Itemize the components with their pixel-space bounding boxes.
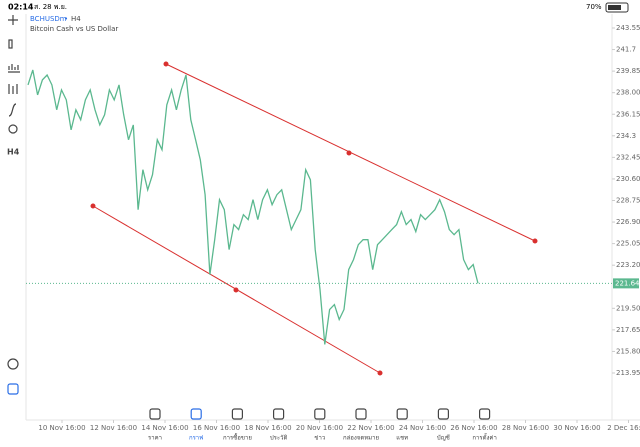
- bars-icon[interactable]: [8, 84, 18, 94]
- y-tick-label: 213.95: [616, 369, 640, 377]
- y-tick-label: 236.15: [616, 110, 640, 118]
- crosshair-icon[interactable]: [8, 15, 18, 25]
- price-line: [27, 69, 479, 345]
- chart-timeframe: H4: [71, 15, 81, 23]
- battery-text: 70%: [586, 3, 602, 11]
- toolbar-icons[interactable]: [7, 15, 20, 395]
- x-tick-label: 24 Nov 16:00: [399, 424, 446, 432]
- x-tick-label: 14 Nov 16:00: [141, 424, 188, 432]
- timeframe-button[interactable]: H4: [7, 148, 20, 157]
- current-price-badge: [613, 278, 639, 289]
- y-tick-label: 215.80: [616, 347, 640, 355]
- nav-icon[interactable]: [355, 408, 367, 420]
- nav-icon[interactable]: [437, 408, 449, 420]
- candles-icon[interactable]: [8, 39, 13, 49]
- y-tick-label: 217.65: [616, 326, 640, 334]
- y-tick-label: 234.3: [616, 132, 636, 140]
- x-tick-label: 20 Nov 16:00: [296, 424, 343, 432]
- trend-channel: [90, 61, 538, 376]
- nav-label[interactable]: กล่องจดหมาย: [343, 435, 379, 442]
- x-tick-label: 2 Dec 16:00: [607, 424, 640, 432]
- y-tick-label: 230.60: [616, 175, 640, 183]
- y-tick-label: 225.05: [616, 240, 640, 248]
- x-tick-label: 18 Nov 16:00: [244, 424, 291, 432]
- battery-level: [608, 5, 621, 10]
- y-tick-label: 223.20: [616, 261, 640, 269]
- nav-icon[interactable]: [231, 408, 243, 420]
- anchor: [346, 150, 352, 156]
- nav-label[interactable]: กราฟ: [189, 435, 203, 442]
- y-tick-label: 238.00: [616, 89, 640, 97]
- search-icon[interactable]: [7, 358, 19, 370]
- y-tick-label: 228.75: [616, 197, 640, 205]
- x-tick-label: 28 Nov 16:00: [502, 424, 549, 432]
- nav-icon[interactable]: [314, 408, 326, 420]
- status-date: ส. 28 พ.ย.: [34, 3, 67, 11]
- nav-icon[interactable]: [396, 408, 408, 420]
- nav-label[interactable]: ประวัติ: [270, 435, 288, 442]
- nav-label[interactable]: แชท: [396, 435, 408, 442]
- objects-icon[interactable]: [8, 124, 18, 134]
- y-tick-label: 219.50: [616, 304, 640, 312]
- x-tick-label: 12 Nov 16:00: [90, 424, 137, 432]
- x-tick-label: 16 Nov 16:00: [193, 424, 240, 432]
- nav-icon[interactable]: [479, 408, 491, 420]
- anchor: [90, 203, 96, 209]
- nav-label[interactable]: การซื้อขาย: [223, 432, 252, 442]
- x-tick-label: 26 Nov 16:00: [450, 424, 497, 432]
- x-tick-label: 10 Nov 16:00: [38, 424, 85, 432]
- indicators-icon[interactable]: [8, 64, 20, 73]
- anchor: [532, 238, 538, 244]
- app-icon[interactable]: [7, 383, 19, 395]
- nav-label[interactable]: ข่าว: [314, 435, 325, 442]
- nav-icon[interactable]: [149, 408, 161, 420]
- nav-label[interactable]: บัญชี: [437, 434, 450, 442]
- x-tick-label: 30 Nov 16:00: [553, 424, 600, 432]
- y-tick-label: 226.90: [616, 218, 640, 226]
- nav-label[interactable]: ราคา: [148, 435, 162, 442]
- chart-description: Bitcoin Cash vs US Dollar: [30, 25, 118, 33]
- status-time: 02:14: [8, 3, 34, 12]
- anchor: [377, 370, 383, 376]
- separator: •: [64, 15, 68, 23]
- y-tick-label: 232.45: [616, 153, 640, 161]
- y-tick-label: 241.7: [616, 46, 636, 54]
- anchor: [233, 287, 239, 293]
- function-icon[interactable]: [8, 103, 17, 117]
- anchor: [163, 61, 169, 67]
- battery-icon: [605, 2, 629, 13]
- nav-label[interactable]: การตั้งค่า: [472, 432, 496, 442]
- nav-icon[interactable]: [273, 408, 285, 420]
- x-tick-label: 22 Nov 16:00: [347, 424, 394, 432]
- y-tick-label: 239.85: [616, 67, 640, 75]
- y-tick-label: 243.55: [616, 24, 640, 32]
- current-price-label: 221.64: [615, 279, 640, 287]
- nav-icon[interactable]: [190, 408, 202, 420]
- chart-symbol: BCHUSDm: [30, 15, 67, 23]
